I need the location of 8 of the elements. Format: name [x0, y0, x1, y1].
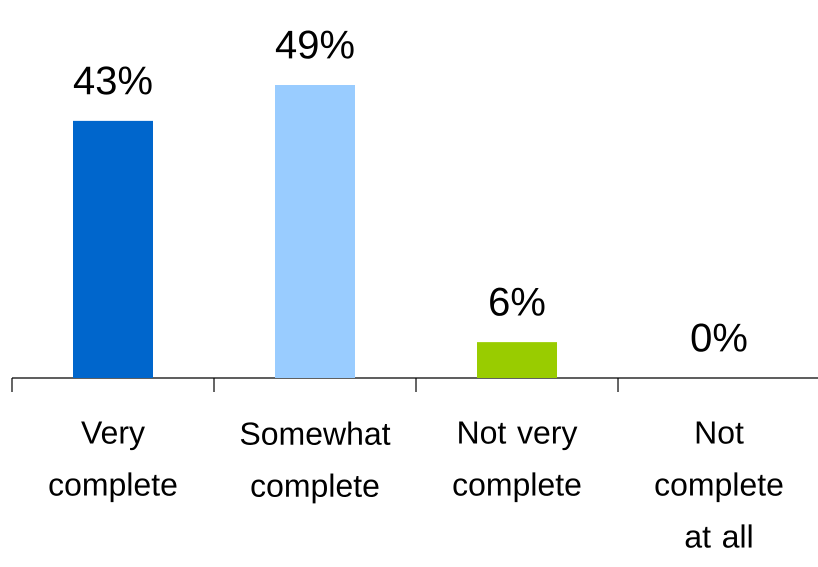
data-label: 49% [276, 30, 354, 59]
x-tick-label: Not complete at all [655, 422, 782, 548]
data-label: 0% [692, 323, 746, 352]
x-tick-label: Somewhat complete [240, 422, 390, 504]
data-label: 43% [74, 66, 152, 95]
x-tick-label: Not very complete [453, 422, 580, 502]
data-label: 6% [490, 288, 544, 316]
x-tick-label: Very complete [49, 422, 176, 502]
